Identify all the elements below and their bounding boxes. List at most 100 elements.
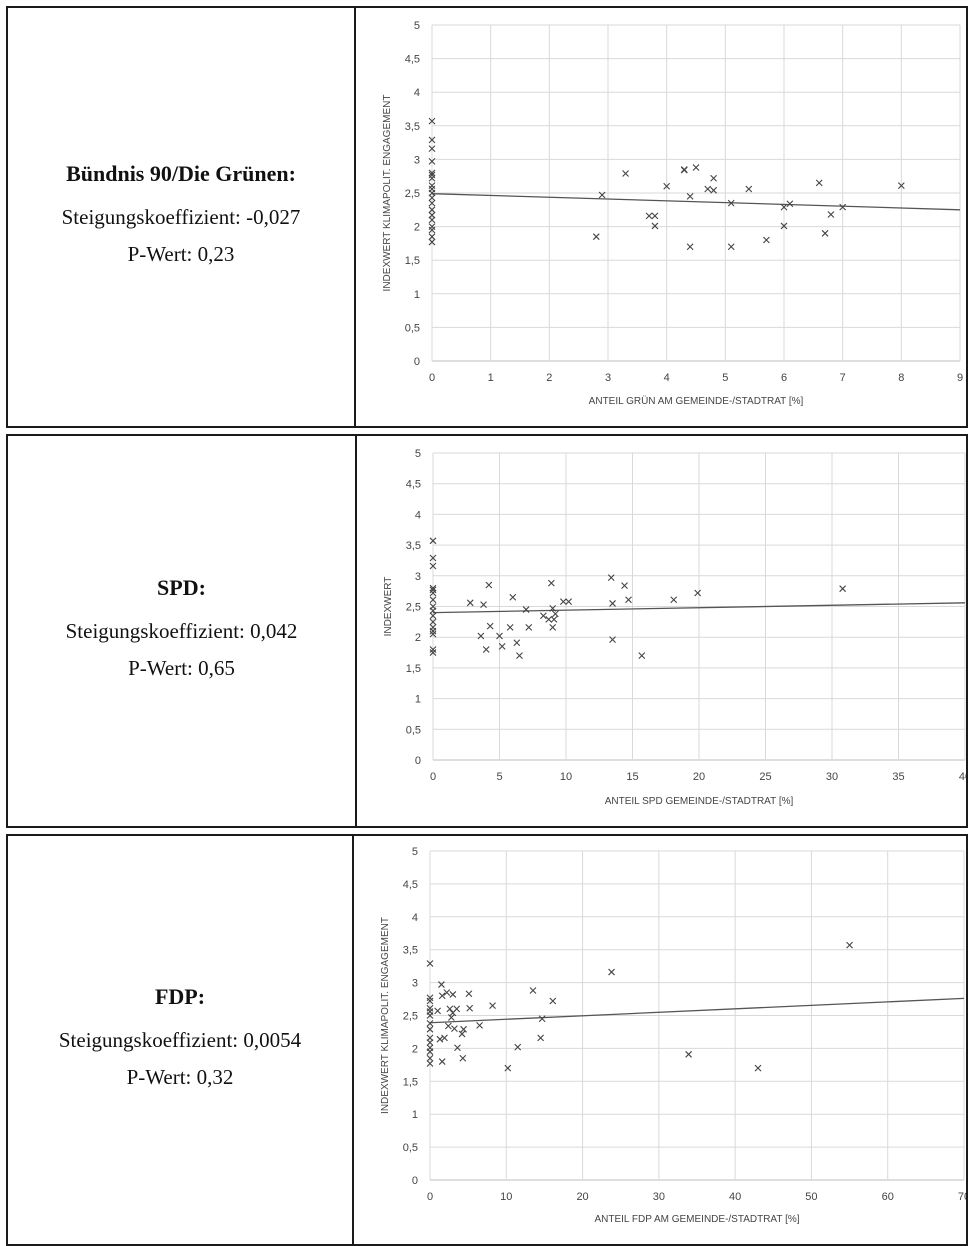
y-tick-label: 2 [412,1043,418,1055]
x-tick-label: 1 [488,372,494,384]
data-point [598,191,606,199]
data-point [426,1012,434,1019]
x-tick-label: 6 [781,372,787,384]
data-point [443,989,451,996]
data-point [692,164,700,171]
y-tick-label: 1 [415,694,421,706]
panel-spd: SPD: Steigungskoeffizient: 0,042 P-Wert:… [6,434,968,828]
data-point [429,584,437,592]
data-point [428,174,436,182]
data-point [609,600,616,607]
data-point [458,1030,466,1038]
data-point [477,632,485,640]
label-cell-gruene: Bündnis 90/Die Grünen: Steigungskoeffizi… [8,8,356,426]
data-point [786,200,794,208]
data-point [522,606,530,613]
x-tick-label: 30 [826,771,838,783]
data-point [426,960,434,967]
label-cell-spd: SPD: Steigungskoeffizient: 0,042 P-Wert:… [8,436,357,826]
data-point [429,630,437,638]
y-tick-label: 1,5 [405,255,420,267]
x-tick-label: 20 [693,771,705,783]
data-point [429,612,437,620]
data-point [680,166,688,174]
chart-cell-fdp: 0 0,5 1 1,5 2 2,5 3 3,5 4 4,5 5 0 10 20 30 40 50 60 70 AN… [354,836,966,1244]
data-point [429,589,437,597]
data-point [897,182,905,189]
x-tick-label: 60 [882,1191,894,1203]
y-tick-label: 3 [414,154,420,166]
party-name: FDP: [154,984,206,1009]
data-point [446,1005,454,1013]
data-point [428,169,436,177]
data-point [704,185,712,193]
data-point [426,997,434,1005]
trendline [429,997,965,1024]
data-point [480,601,487,609]
x-tick-label: 8 [898,372,904,384]
data-point [559,598,567,605]
scatter-chart-gruene: 0 0,5 1 1,5 2 2,5 3 3,5 4 4,5 5 0 1 2 3 4 5 6 7 8 9 ANTEIL … [382,20,963,407]
y-tick-label: 5 [415,448,421,460]
x-axis-label: ANTEIL GRÜN AM GEMEINDE-/STADTRAT [%] [589,395,804,407]
data-point [428,226,436,234]
x-axis-label: ANTEIL FDP AM GEMEINDE-/STADTRAT [%] [594,1214,799,1225]
data-point [426,1054,434,1062]
data-point [438,1058,446,1065]
p-value: P-Wert: 0,32 [126,1065,234,1089]
trendline [431,193,961,211]
y-tick-label: 0,5 [406,724,421,736]
data-point [428,136,436,144]
data-point [607,574,615,582]
y-tick-label: 4,5 [405,54,420,66]
x-tick-label: 10 [560,771,572,783]
data-point [428,158,436,165]
y-tick-label: 4 [414,87,420,99]
data-point [745,185,753,193]
data-point [839,585,847,593]
y-tick-label: 2 [414,222,420,234]
y-tick-label: 3,5 [406,540,421,552]
data-point [428,233,436,241]
y-tick-label: 0 [414,356,420,368]
data-point [608,968,615,976]
x-tick-label: 40 [729,1191,741,1203]
data-point [727,243,735,251]
y-tick-label: 3 [412,978,418,990]
data-point [489,1002,496,1010]
data-point [428,145,436,153]
data-point [460,1025,467,1033]
y-tick-label: 0,5 [403,1142,418,1154]
y-tick-label: 0 [412,1175,418,1187]
data-point [694,589,702,597]
data-point [621,582,628,590]
data-point [727,199,735,207]
data-point [426,1048,434,1056]
data-point [485,581,493,589]
slope-coefficient: Steigungskoeffizient: 0,042 [65,619,298,643]
data-point [525,623,533,631]
y-tick-label: 1,5 [403,1076,418,1088]
data-point [780,222,788,230]
data-point [426,1039,434,1046]
data-point [839,203,847,211]
data-point [540,612,547,620]
x-tick-label: 2 [546,372,552,384]
data-point [465,990,473,998]
data-point [538,1015,546,1023]
chart-cell-spd: 0 0,5 1 1,5 2 2,5 3 3,5 4 4,5 5 0 5 10 15 20 25 30 35 40 A… [357,436,966,826]
data-point [429,607,437,615]
data-point [547,579,555,587]
data-point [496,632,503,640]
y-tick-label: 1,5 [406,663,421,675]
data-point [638,652,646,660]
data-point [686,192,694,200]
data-point [429,537,437,545]
data-point [453,1005,461,1013]
data-point [429,554,437,562]
data-point [429,627,437,635]
data-point [514,1043,522,1051]
y-tick-label: 4,5 [403,879,418,891]
data-point [444,1022,452,1030]
data-point [821,229,829,237]
